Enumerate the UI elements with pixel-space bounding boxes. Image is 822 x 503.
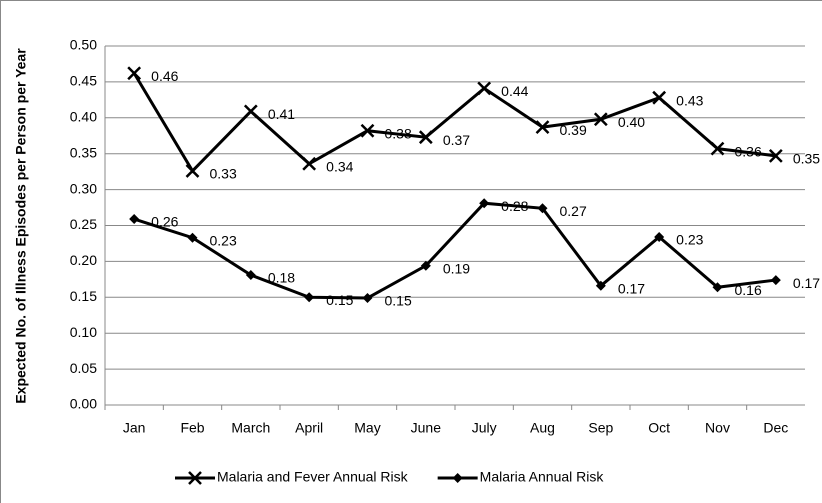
diamond-marker: [654, 231, 665, 242]
data-label: 0.27: [560, 203, 587, 219]
x-marker: [360, 123, 375, 138]
x-tick-label: Aug: [530, 420, 555, 436]
diamond-marker: [420, 260, 431, 271]
diamond-marker: [537, 203, 548, 214]
x-tick-label: Nov: [705, 420, 730, 436]
y-tick-label: 0.25: [70, 216, 97, 232]
data-label: 0.23: [210, 232, 237, 248]
y-tick-label: 0.40: [70, 109, 97, 125]
data-label: 0.16: [735, 282, 762, 298]
data-label: 0.39: [560, 122, 587, 138]
legend-label: Malaria Annual Risk: [480, 469, 605, 485]
data-label: 0.15: [385, 293, 412, 309]
data-label: 0.23: [676, 232, 703, 248]
data-label: 0.19: [443, 260, 470, 276]
y-tick-label: 0.05: [70, 360, 97, 376]
data-label: 0.34: [326, 158, 353, 174]
x-tick-label: March: [231, 420, 270, 436]
x-tick-label: July: [472, 420, 497, 436]
data-label: 0.46: [151, 68, 178, 84]
y-tick-label: 0.50: [70, 37, 97, 53]
data-label: 0.18: [268, 270, 295, 286]
diamond-marker: [304, 292, 315, 303]
y-tick-label: 0.10: [70, 324, 97, 340]
data-label: 0.17: [618, 281, 645, 297]
series-line: [132, 72, 777, 174]
x-tick-label: April: [295, 420, 323, 436]
x-marker: [302, 156, 317, 171]
x-marker: [535, 120, 550, 135]
x-tick-label: Oct: [648, 420, 670, 436]
y-tick-label: 0.20: [70, 252, 97, 268]
data-label: 0.38: [385, 125, 412, 141]
diamond-marker: [362, 293, 373, 304]
diamond-marker: [187, 232, 198, 243]
diamond-marker: [129, 214, 140, 225]
x-marker: [477, 81, 492, 96]
x-marker: [418, 130, 433, 145]
diamond-marker: [479, 198, 490, 209]
x-tick-label: Dec: [763, 420, 788, 436]
x-marker: [127, 66, 142, 81]
data-label: 0.40: [618, 114, 645, 130]
x-tick-label: Jan: [123, 420, 146, 436]
diamond-marker: [452, 473, 463, 483]
data-label: 0.44: [501, 83, 528, 99]
y-axis-title: Expected No. of Illness Episodes per Per…: [13, 48, 29, 404]
series-line: [133, 201, 777, 300]
x-tick-label: Feb: [180, 420, 204, 436]
data-label: 0.37: [443, 132, 470, 148]
data-label: 0.36: [735, 143, 762, 159]
data-label: 0.41: [268, 106, 295, 122]
x-tick-label: May: [354, 420, 380, 436]
x-marker: [652, 90, 667, 105]
data-label: 0.28: [501, 198, 528, 214]
y-tick-label: 0.00: [70, 396, 97, 412]
diamond-marker: [245, 270, 256, 281]
x-tick-label: Sep: [588, 420, 613, 436]
data-label: 0.26: [151, 214, 178, 230]
diamond-marker: [595, 280, 606, 291]
data-label: 0.33: [210, 166, 237, 182]
y-tick-label: 0.45: [70, 73, 97, 89]
data-label: 0.17: [793, 275, 820, 291]
y-tick-label: 0.35: [70, 144, 97, 160]
data-label: 0.35: [793, 151, 820, 167]
diamond-marker: [712, 282, 723, 293]
x-tick-label: June: [411, 420, 442, 436]
x-marker: [768, 148, 783, 163]
y-tick-label: 0.15: [70, 288, 97, 304]
diamond-marker: [770, 275, 781, 286]
x-marker: [593, 112, 608, 127]
data-label: 0.43: [676, 92, 703, 108]
x-marker: [710, 141, 725, 156]
x-marker: [185, 164, 200, 178]
x-marker: [188, 471, 202, 485]
legend-label: Malaria and Fever Annual Risk: [217, 469, 409, 485]
y-tick-label: 0.30: [70, 180, 97, 196]
x-marker: [243, 104, 258, 119]
data-label: 0.15: [326, 292, 353, 308]
